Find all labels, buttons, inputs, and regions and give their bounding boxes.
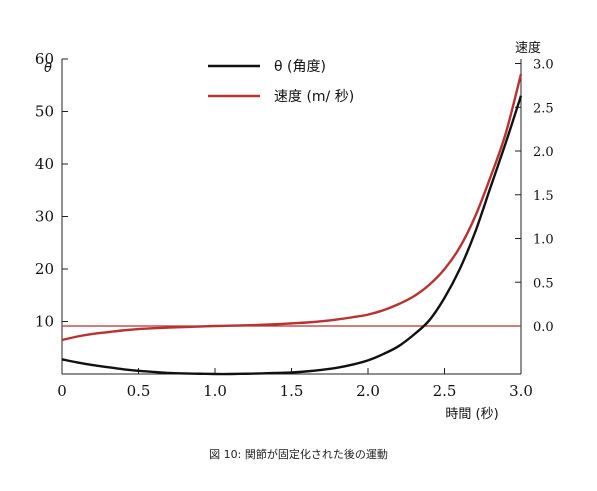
series-group <box>61 73 523 376</box>
x-tick-label: 0 <box>57 382 67 400</box>
y-right-tick-label: 2.0 <box>533 145 554 160</box>
x-tick-label: 1.5 <box>280 382 304 400</box>
y-right-tick-label: 1.5 <box>533 189 554 204</box>
tick-labels: 0 0.5 1.0 1.5 2.0 2.5 3.0 10 20 30 40 50 60 0.0 0.5 1.0… <box>35 40 554 422</box>
x-tick-label: 3.0 <box>509 382 533 400</box>
y-left-tick-label: 40 <box>35 155 54 173</box>
y-left-tick-label: 30 <box>35 208 54 226</box>
y-left-tick-label: 10 <box>35 313 54 331</box>
y-right-tick-label: 2.5 <box>533 101 554 116</box>
x-axis-title: 時間 (秒) <box>445 407 498 422</box>
x-tick-label: 1.0 <box>203 382 227 400</box>
x-tick-label: 2.5 <box>433 382 457 400</box>
y-left-axis-title: θ <box>44 61 52 76</box>
figure-caption: 図 10: 関節が固定化された後の運動 <box>209 448 388 461</box>
y-left-tick-label: 50 <box>35 103 54 121</box>
series-line-velocity <box>61 73 523 342</box>
x-tick-label: 0.5 <box>127 382 151 400</box>
y-right-tick-label: 1.0 <box>533 233 554 248</box>
y-right-tick-label: 0.0 <box>533 320 554 335</box>
legend: θ (角度) 速度 (m/ 秒) <box>208 59 354 105</box>
y-right-tick-label: 3.0 <box>533 58 554 73</box>
x-tick-label: 2.0 <box>356 382 380 400</box>
y-left-tick-label: 20 <box>35 260 54 278</box>
legend-label-theta: θ (角度) <box>274 59 326 75</box>
chart: 0 0.5 1.0 1.5 2.0 2.5 3.0 10 20 30 40 50 60 0.0 0.5 1.0… <box>35 40 554 422</box>
axes <box>61 58 522 375</box>
y-right-tick-label: 0.5 <box>533 276 554 291</box>
series-line-theta <box>61 95 523 376</box>
y-right-axis-title: 速度 <box>515 40 541 56</box>
y-left-tick-label: 60 <box>35 50 54 68</box>
legend-label-velocity: 速度 (m/ 秒) <box>274 89 354 105</box>
